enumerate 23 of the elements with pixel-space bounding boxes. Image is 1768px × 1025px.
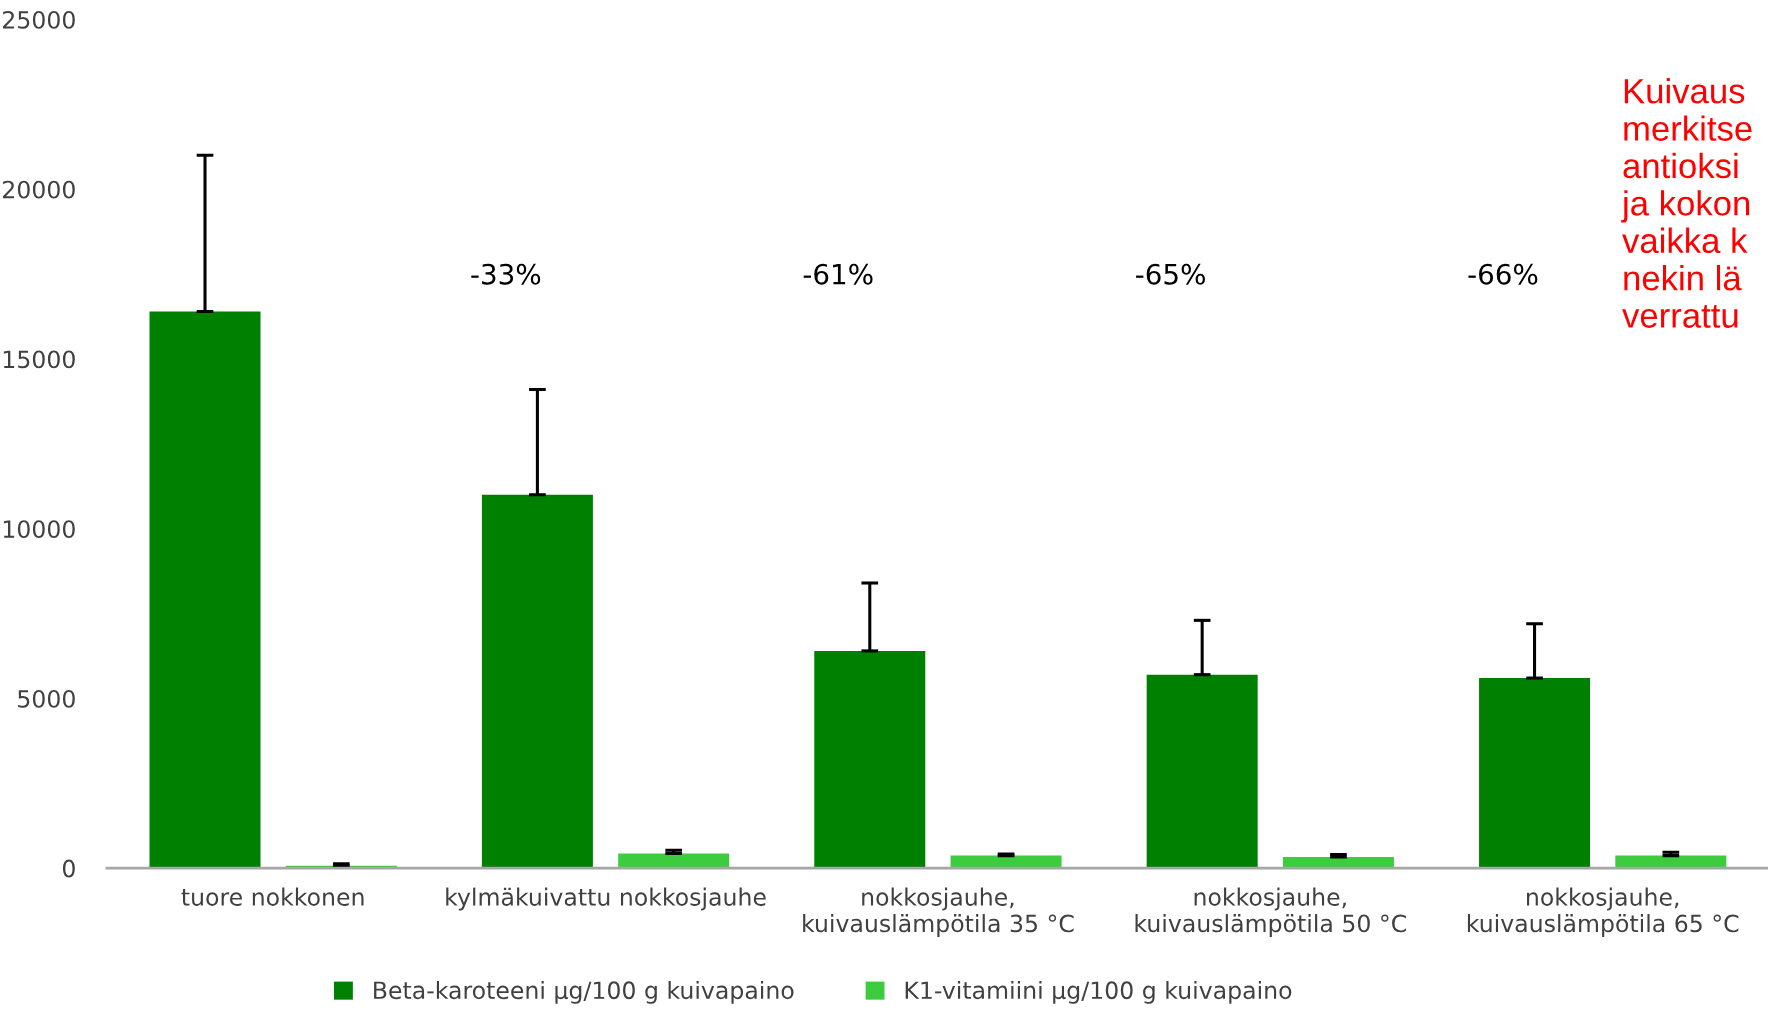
x-tick-label: tuore nokkonen [181, 887, 364, 906]
bar [481, 494, 593, 869]
y-tick-label: 10000 [3, 520, 75, 538]
annotation: -33% [471, 263, 541, 285]
legend-label: Beta-karoteeni µg/100 g kuivapaino [374, 980, 794, 1004]
x-tick-label: nokkosjauhe, kuivauslämpötila 35 °C [803, 887, 1074, 937]
y-tick-label: 15000 [3, 350, 75, 369]
y-tick-label: 25000 [3, 10, 75, 29]
bar [814, 650, 926, 869]
annotation: -66% [1468, 263, 1538, 285]
y-tick-label: 5000 [18, 689, 75, 708]
x-tick-label: nokkosjauhe, kuivauslämpötila 50 °C [1135, 887, 1406, 937]
bar [149, 311, 261, 869]
annotation: Kuivaus merkitse antioksi ja kokon vaikka k nekin lä verrattu [1621, 78, 1752, 328]
bar [1479, 678, 1591, 869]
x-tick-label: kylmäkuivattu nokkosjauhe [446, 887, 766, 911]
legend-label: K1-vitamiini µg/100 g kuivapaino [905, 980, 1292, 1004]
annotation: -61% [803, 263, 873, 285]
y-tick-label: 20000 [3, 180, 75, 199]
x-tick-label: nokkosjauhe, kuivauslämpötila 65 °C [1467, 887, 1739, 937]
bar [1146, 674, 1258, 869]
annotation: -65% [1136, 263, 1205, 285]
y-tick-label: 0 [62, 859, 75, 878]
